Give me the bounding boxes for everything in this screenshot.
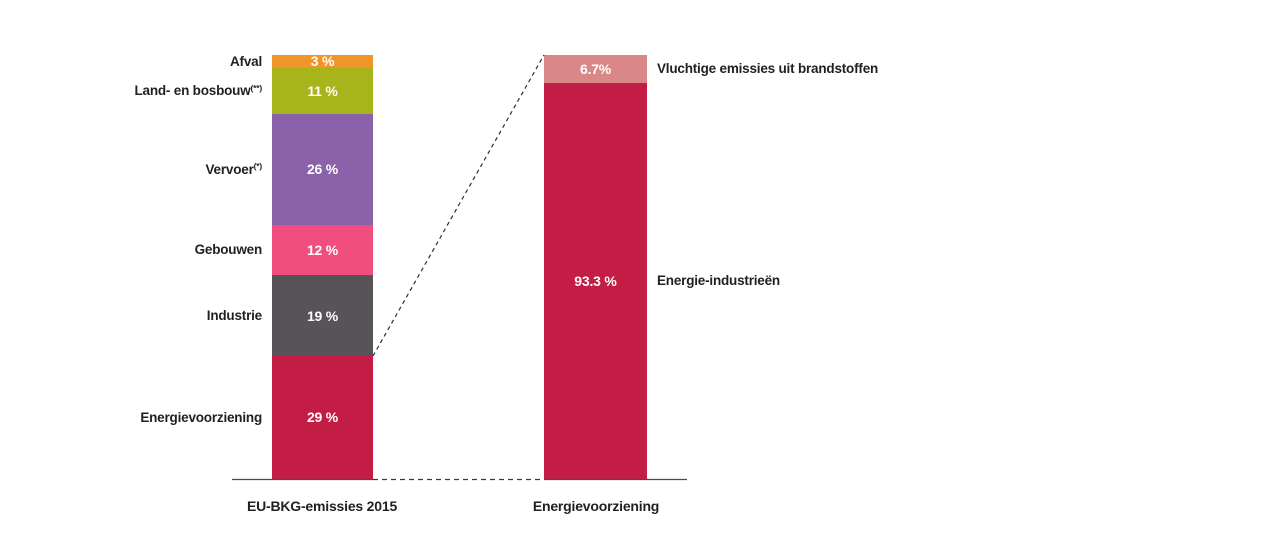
right-label-vluchtige-emissies: Vluchtige emissies uit brandstoffen xyxy=(657,55,1017,83)
segment-energievoorziening: 29 % xyxy=(272,356,373,479)
left-label-afval: Afval xyxy=(0,53,262,69)
category-label-text: Land- en bosbouw xyxy=(134,83,251,99)
segment-value: 6.7% xyxy=(579,61,612,78)
segment-value: 19 % xyxy=(306,307,339,324)
segment-vervoer: 26 % xyxy=(272,114,373,225)
left-label-land-en-bosbouw: Land- en bosbouw(**) xyxy=(0,68,262,115)
right-label-energie-industrieen: Energie-industrieën xyxy=(657,83,1017,479)
segment-industrie: 19 % xyxy=(272,275,373,356)
left-axis-category-labels: Afval Land- en bosbouw(**) Vervoer(*) Ge… xyxy=(0,53,263,479)
x-axis-label-eu-bkg-emissies-2015: EU-BKG-emissies 2015 xyxy=(246,498,398,514)
right-segment-labels: Vluchtige emissies uit brandstoffen Ener… xyxy=(657,55,1017,479)
footnote-marker: (**) xyxy=(250,82,263,93)
segment-vluchtige-emissies: 6.7% xyxy=(544,55,647,84)
left-label-energievoorziening: Energievoorziening xyxy=(0,356,262,479)
category-label-text: Energie-industrieën xyxy=(657,273,780,289)
category-label-text: Gebouwen xyxy=(194,242,263,258)
category-label-text: Energievoorziening xyxy=(140,409,262,425)
segment-afval: 3 % xyxy=(272,53,373,70)
category-label-text: Industrie xyxy=(206,307,262,323)
segment-energie-industrieen: 93.3 % xyxy=(544,83,647,479)
segment-value: 11 % xyxy=(307,83,338,100)
segment-value: 93.3 % xyxy=(574,273,617,290)
left-label-industrie: Industrie xyxy=(0,275,262,356)
segment-value: 26 % xyxy=(306,161,339,178)
left-label-vervoer: Vervoer(*) xyxy=(0,114,262,224)
stacked-bar-eu-bkg-emissies: 3 % 11 % 26 % 12 % 19 % 29 % xyxy=(272,53,373,479)
segment-gebouwen: 12 % xyxy=(272,224,373,276)
breakdown-connector-dashed-line xyxy=(372,54,545,357)
left-label-gebouwen: Gebouwen xyxy=(0,225,263,276)
segment-value: 12 % xyxy=(306,242,339,259)
segment-value: 29 % xyxy=(306,409,339,426)
footnote-marker: (*) xyxy=(253,161,263,172)
category-label-text: Afval xyxy=(229,53,262,69)
category-label-text: Vluchtige emissies uit brandstoffen xyxy=(657,61,879,77)
breakdown-bar-energievoorziening: 6.7% 93.3 % xyxy=(544,55,647,479)
category-label-text: Vervoer xyxy=(205,161,254,177)
segment-value: 3 % xyxy=(310,53,335,70)
x-axis-label-energievoorziening: Energievoorziening xyxy=(532,498,660,514)
segment-land-en-bosbouw: 11 % xyxy=(272,67,373,115)
